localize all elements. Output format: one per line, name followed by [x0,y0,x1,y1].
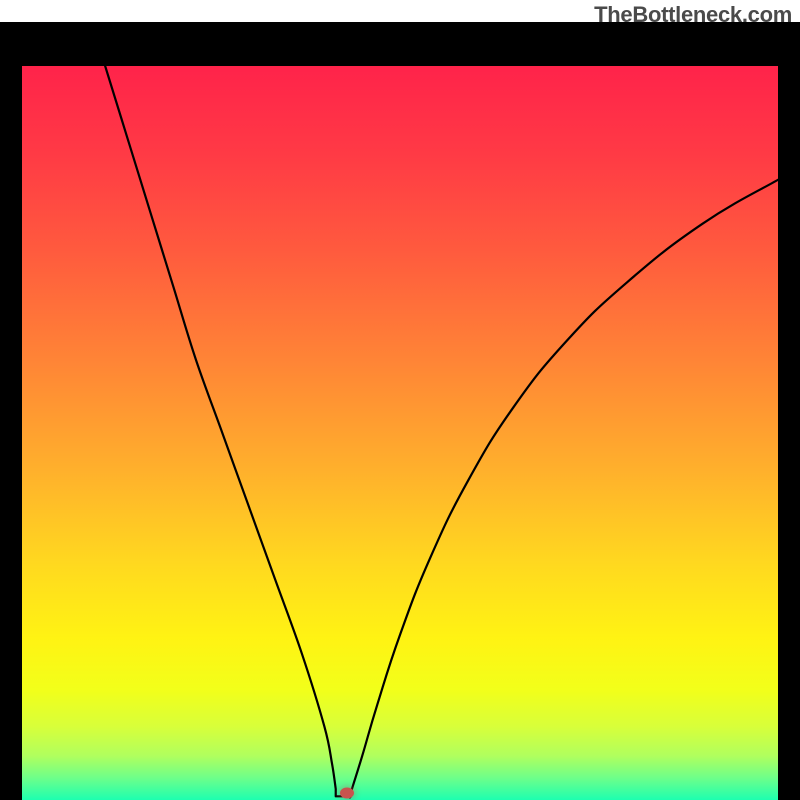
plot-area [22,66,778,800]
watermark-text: TheBottleneck.com [594,2,792,28]
bottleneck-curve-svg [22,66,778,800]
bottleneck-curve-path [105,66,778,798]
chart-frame [0,22,800,800]
sweet-spot-marker [340,787,354,798]
chart-container: TheBottleneck.com [0,0,800,800]
